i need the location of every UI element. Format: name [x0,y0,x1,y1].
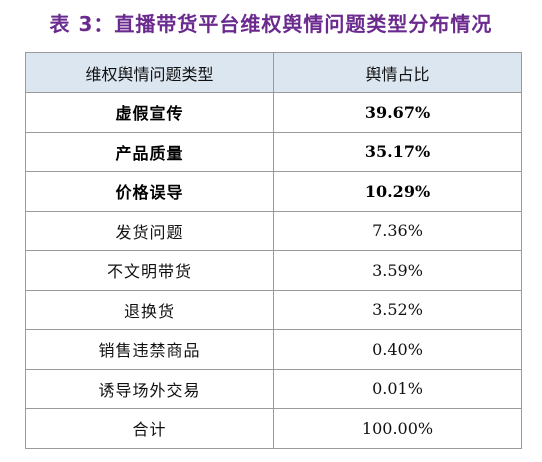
issue-distribution-table: 维权舆情问题类型 舆情占比 虚假宣传 39.67% 产品质量 35.17% 价格… [25,52,522,449]
table-row: 价格误导 10.29% [25,171,522,212]
table-total-row: 合计 100.00% [25,408,522,449]
share-cell: 3.52% [273,289,522,330]
table-row: 退换货 3.52% [25,289,522,330]
issue-type-cell: 产品质量 [25,131,274,172]
issue-type-cell: 虚假宣传 [25,92,274,133]
table-caption: 表 3：直播带货平台维权舆情问题类型分布情况 [49,12,493,36]
share-cell: 3.59% [273,250,522,291]
issue-type-cell: 销售违禁商品 [25,329,274,370]
issue-type-cell: 诱导场外交易 [25,368,274,409]
table-row: 虚假宣传 39.67% [25,92,522,133]
issue-type-cell: 价格误导 [25,171,274,212]
table-row: 产品质量 35.17% [25,131,522,172]
table-row: 不文明带货 3.59% [25,250,522,291]
share-cell: 0.01% [273,368,522,409]
share-cell: 35.17% [273,131,522,172]
total-label-cell: 合计 [25,408,274,449]
issue-type-cell: 退换货 [25,289,274,330]
issue-type-cell: 发货问题 [25,210,274,251]
issue-type-cell: 不文明带货 [25,250,274,291]
table-row: 诱导场外交易 0.01% [25,368,522,409]
share-cell: 0.40% [273,329,522,370]
header-issue-type: 维权舆情问题类型 [25,52,274,93]
share-cell: 10.29% [273,171,522,212]
table-row: 发货问题 7.36% [25,210,522,251]
share-cell: 39.67% [273,92,522,133]
total-share-cell: 100.00% [273,408,522,449]
share-cell: 7.36% [273,210,522,251]
header-share: 舆情占比 [273,52,522,93]
table-header-row: 维权舆情问题类型 舆情占比 [25,52,522,93]
table-row: 销售违禁商品 0.40% [25,329,522,370]
